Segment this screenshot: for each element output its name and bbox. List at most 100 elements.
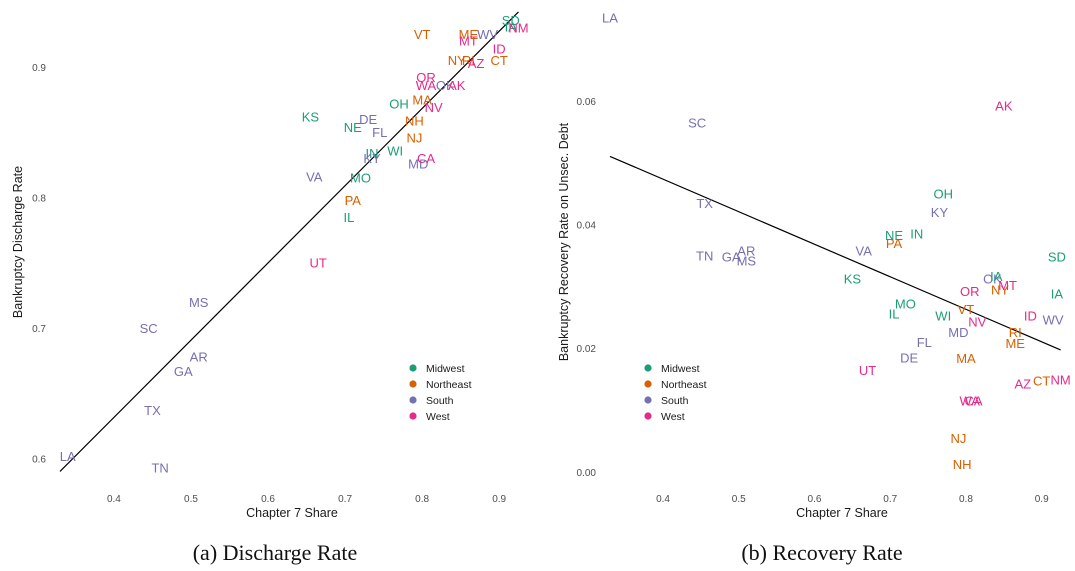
x-tick-label: 0.5 [184, 494, 198, 505]
state-label-ok: OK [983, 271, 1002, 286]
state-label-la: LA [602, 10, 618, 25]
state-label-nh: NH [953, 457, 972, 472]
legend-marker-midwest [409, 364, 417, 372]
state-label-ca: CA [417, 151, 435, 166]
state-label-ut: UT [859, 363, 876, 378]
state-label-de: DE [359, 112, 377, 127]
state-label-id: ID [1024, 308, 1037, 323]
state-label-md: MD [948, 325, 968, 340]
legend-label-northeast: Northeast [426, 379, 472, 391]
state-label-ak: AK [448, 78, 466, 93]
state-label-wv: WV [477, 27, 498, 42]
state-label-ks: KS [302, 109, 320, 124]
state-label-ia: IA [1051, 287, 1064, 302]
state-label-ri: RI [462, 53, 475, 68]
state-label-ga: GA [174, 364, 193, 379]
state-label-nj: NJ [406, 130, 422, 145]
state-label-ky: KY [363, 151, 381, 166]
y-tick-label: 0.8 [32, 193, 46, 204]
state-label-pa: PA [345, 193, 362, 208]
y-tick-label: 0.02 [577, 344, 597, 355]
state-label-wi: WI [935, 308, 951, 323]
state-label-ga: GA [722, 250, 741, 265]
legend-label-west: West [426, 411, 450, 423]
legend-marker-west [409, 412, 417, 420]
state-label-nm: NM [508, 21, 528, 36]
state-label-mo: MO [350, 171, 371, 186]
state-label-me: ME [1005, 336, 1025, 351]
state-label-fl: FL [372, 125, 387, 140]
caption-discharge-rate: (a) Discharge Rate [193, 540, 358, 565]
state-label-ia: IA [990, 269, 1003, 284]
state-label-sc: SC [688, 115, 706, 130]
state-label-ky: KY [931, 205, 949, 220]
legend-marker-northeast [409, 380, 417, 388]
x-axis-label-discharge: Chapter 7 Share [246, 506, 338, 520]
state-label-sc: SC [140, 321, 158, 336]
state-label-nh: NH [405, 113, 424, 128]
panel-recovery-rate: Bankruptcy Recovery Rate on Unsec. Debt … [557, 10, 1071, 565]
state-label-tn: TN [696, 248, 713, 263]
state-label-va: VA [306, 169, 323, 184]
legend-marker-west [644, 412, 652, 420]
x-tick-label: 0.9 [1035, 494, 1049, 505]
state-label-ar: AR [190, 350, 208, 365]
x-tick-label: 0.4 [107, 494, 121, 505]
state-label-wa: WA [960, 394, 981, 409]
legend-label-south: South [661, 395, 689, 407]
legend-marker-south [409, 396, 417, 404]
state-label-ks: KS [844, 271, 862, 286]
state-label-nv: NV [968, 315, 986, 330]
state-label-ia: IA [505, 19, 518, 34]
state-label-mo: MO [895, 297, 916, 312]
legend-label-northeast: Northeast [661, 379, 707, 391]
state-label-az: AZ [468, 56, 485, 71]
fit-line [59, 11, 519, 472]
state-label-vt: VT [414, 27, 431, 42]
y-axis-label-recovery: Bankruptcy Recovery Rate on Unsec. Debt [557, 122, 571, 361]
state-label-ny: NY [448, 53, 466, 68]
state-label-or: OR [416, 70, 436, 85]
x-tick-label: 0.8 [415, 494, 429, 505]
state-label-nv: NV [425, 100, 443, 115]
x-tick-label: 0.6 [808, 494, 822, 505]
state-label-tn: TN [151, 461, 168, 476]
y-tick-label: 0.00 [577, 468, 597, 479]
state-label-ct: CT [491, 53, 508, 68]
state-label-oh: OH [933, 187, 953, 202]
state-label-de: DE [900, 350, 918, 365]
state-label-wi: WI [387, 143, 403, 158]
state-label-nm: NM [1051, 373, 1071, 388]
state-label-sd: SD [1048, 250, 1066, 265]
state-label-me: ME [459, 27, 479, 42]
state-label-id: ID [493, 41, 506, 56]
state-label-oh: OH [389, 96, 409, 111]
y-tick-label: 0.9 [32, 63, 46, 74]
state-label-sd: SD [502, 13, 520, 28]
x-tick-label: 0.5 [732, 494, 746, 505]
state-label-ms: MS [737, 253, 757, 268]
panel-discharge-rate: Bankruptcy Discharge Rate Chapter 7 Shar… [11, 11, 529, 565]
state-label-ar: AR [737, 243, 755, 258]
state-label-ca: CA [965, 394, 983, 409]
legend-label-midwest: Midwest [426, 363, 465, 375]
state-label-ne: NE [885, 228, 903, 243]
state-label-ma: MA [412, 92, 432, 107]
state-label-ri: RI [1009, 325, 1022, 340]
state-label-in: IN [910, 227, 923, 242]
legend-marker-south [644, 396, 652, 404]
state-label-la: LA [60, 449, 76, 464]
x-axis-label-recovery: Chapter 7 Share [796, 506, 888, 520]
y-tick-label: 0.04 [577, 220, 597, 231]
state-label-va: VA [856, 243, 873, 258]
state-label-il: IL [344, 210, 355, 225]
state-label-pa: PA [886, 236, 903, 251]
y-axis-label-discharge: Bankruptcy Discharge Rate [11, 166, 25, 318]
state-label-ok: OK [436, 78, 455, 93]
state-label-md: MD [408, 156, 428, 171]
state-label-ak: AK [995, 99, 1013, 114]
state-label-tx: TX [696, 196, 713, 211]
legend-marker-midwest [644, 364, 652, 372]
state-label-ne: NE [344, 120, 362, 135]
